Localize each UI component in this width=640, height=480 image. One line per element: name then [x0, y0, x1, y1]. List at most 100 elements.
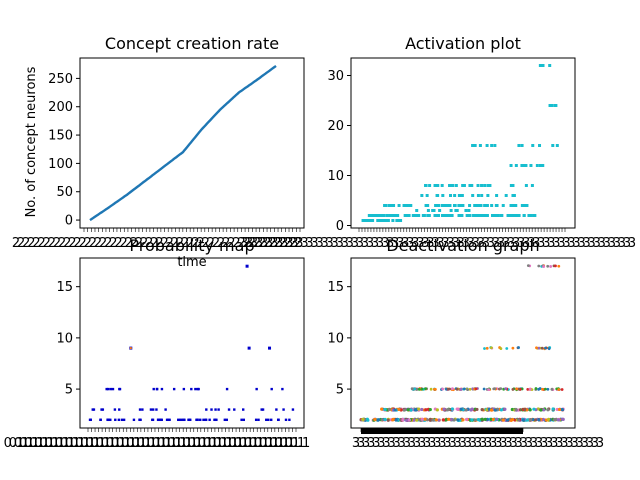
- data-point: [501, 418, 505, 422]
- x-tick-label: 3: [482, 236, 490, 251]
- data-point: [415, 209, 419, 212]
- x-tick-label: 3: [545, 436, 553, 451]
- data-point: [542, 408, 546, 412]
- data-point: [109, 387, 112, 391]
- x-tick-label: 3: [413, 436, 421, 451]
- x-tick-label: 3: [396, 236, 404, 251]
- data-point: [101, 408, 105, 411]
- x-tick-label: 3: [265, 236, 273, 251]
- data-point: [514, 407, 518, 412]
- data-point: [129, 347, 132, 350]
- x-tick-label: 2: [268, 236, 276, 251]
- data-point: [546, 408, 550, 412]
- data-point: [485, 346, 489, 350]
- data-point: [432, 209, 436, 212]
- data-point: [390, 214, 394, 217]
- x-tick-label: 3: [356, 236, 364, 251]
- chart-title: Concept creation rate: [105, 34, 279, 53]
- x-tick-label: 0.1: [9, 436, 30, 451]
- data-point: [403, 214, 407, 217]
- data-point: [549, 265, 553, 268]
- data-point: [247, 346, 251, 350]
- data-point: [472, 214, 476, 217]
- x-tick-label: 2: [120, 236, 128, 251]
- x-tick-label: 2: [135, 236, 143, 251]
- data-point: [470, 184, 474, 187]
- data-point: [511, 388, 515, 391]
- x-tick-label: 3: [464, 436, 472, 451]
- data-point: [440, 184, 444, 187]
- data-point: [204, 418, 208, 422]
- x-tick-label: 3: [351, 236, 359, 251]
- data-point: [528, 387, 532, 391]
- subplot-probability-map: 510150.10.10.10.10.10.10.10.10.10.10.10.…: [4, 236, 311, 451]
- x-tick-label: 3: [352, 436, 360, 451]
- x-tick-label: 0.1: [80, 436, 101, 451]
- x-tick-label: 3: [469, 436, 477, 451]
- data-point: [555, 407, 559, 412]
- data-point: [205, 408, 208, 411]
- x-tick-label: 2: [232, 236, 240, 251]
- data-point: [490, 204, 494, 207]
- data-point: [544, 346, 547, 350]
- x-tick-label: 0.1: [188, 436, 209, 451]
- x-tick-label: 3: [446, 236, 454, 251]
- x-tick-label: 2: [243, 236, 251, 251]
- data-point: [409, 204, 413, 207]
- data-point: [277, 418, 280, 422]
- x-tick-label: 3: [487, 236, 495, 251]
- data-point: [531, 417, 535, 422]
- data-point: [548, 104, 552, 107]
- data-point: [215, 418, 218, 422]
- x-tick-label: 3: [401, 236, 409, 251]
- x-tick-label: 2: [104, 236, 112, 251]
- data-point: [480, 184, 484, 187]
- x-tick-label: 3: [377, 436, 385, 451]
- x-tick-label: 3: [320, 236, 328, 251]
- data-point: [424, 204, 428, 207]
- x-tick-label: 3: [552, 236, 560, 251]
- data-point: [473, 418, 477, 422]
- data-point: [265, 418, 268, 422]
- x-tick-label: 2: [109, 236, 117, 251]
- data-point: [538, 144, 542, 147]
- x-tick-label: 3: [504, 436, 512, 451]
- x-tick-label: 0.1: [203, 436, 224, 451]
- data-point: [478, 214, 482, 217]
- x-tick-label: 3: [576, 436, 584, 451]
- x-tick-label: 0.1: [111, 436, 132, 451]
- data-point: [407, 418, 411, 422]
- x-tick-label: 0.1: [162, 436, 183, 451]
- data-point: [385, 214, 389, 217]
- x-tick-label: 3: [285, 236, 293, 251]
- data-point: [488, 184, 492, 187]
- data-point: [202, 418, 205, 422]
- x-tick-label: 2: [22, 236, 30, 251]
- x-tick-label: 0.1: [45, 436, 66, 451]
- x-tick-label: 0.1: [182, 436, 203, 451]
- data-point: [441, 387, 445, 391]
- x-tick-label: 3: [547, 236, 555, 251]
- data-point: [505, 347, 509, 350]
- data-point: [394, 418, 398, 422]
- data-point: [361, 219, 365, 222]
- data-point: [217, 408, 220, 411]
- data-point: [242, 418, 245, 422]
- data-point: [109, 418, 112, 422]
- x-tick-label: 3: [408, 436, 416, 451]
- data-point: [397, 204, 401, 207]
- data-point: [535, 346, 538, 350]
- data-point: [438, 209, 442, 212]
- x-tick-label: 3: [448, 436, 456, 451]
- data-point: [402, 408, 406, 412]
- data-point: [275, 408, 278, 411]
- data-point: [435, 194, 439, 197]
- x-tick-label: 3: [406, 236, 414, 251]
- data-point: [120, 418, 124, 422]
- x-tick-label: 3: [540, 436, 548, 451]
- data-point: [546, 387, 550, 391]
- x-tick-label: 3: [382, 436, 390, 451]
- data-point: [240, 418, 243, 422]
- x-tick-label: 3: [520, 436, 528, 451]
